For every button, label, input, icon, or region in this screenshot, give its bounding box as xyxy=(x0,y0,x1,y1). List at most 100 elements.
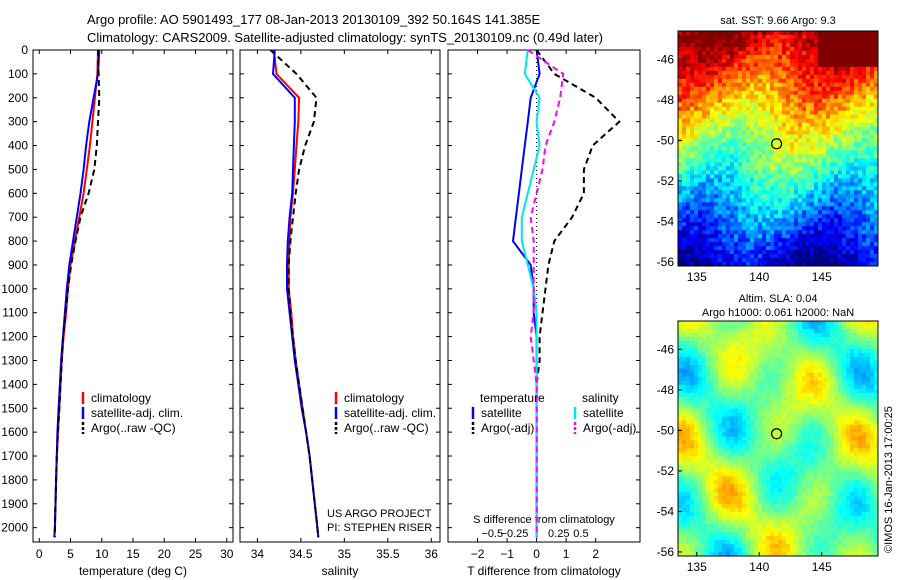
heatmap-cell xyxy=(730,130,735,135)
heatmap-cell xyxy=(738,524,743,529)
heatmap-cell xyxy=(830,246,835,251)
heatmap-cell xyxy=(790,504,795,509)
heatmap-cell xyxy=(850,206,855,211)
heatmap-cell xyxy=(734,520,739,525)
heatmap-cell xyxy=(826,210,831,215)
heatmap-cell xyxy=(750,110,755,116)
heatmap-cell xyxy=(754,420,759,425)
heatmap-cell xyxy=(790,512,795,517)
heatmap-cell xyxy=(730,138,735,143)
heatmap-cell xyxy=(766,548,771,553)
heatmap-cell xyxy=(774,504,779,509)
heatmap-cell xyxy=(694,468,699,473)
heatmap-cell xyxy=(734,544,739,549)
heatmap-cell xyxy=(738,480,743,485)
heatmap-cell xyxy=(682,46,687,52)
heatmap-cell xyxy=(678,448,683,453)
heatmap-cell xyxy=(702,464,707,469)
heatmap-cell xyxy=(842,146,847,151)
heatmap-cell xyxy=(738,238,743,243)
heatmap-cell xyxy=(786,162,791,167)
heatmap-cell xyxy=(722,360,727,366)
heatmap-cell xyxy=(810,74,815,80)
heatmap-cell xyxy=(766,31,771,36)
heatmap-cell xyxy=(778,444,783,449)
heatmap-cell xyxy=(798,38,803,44)
heatmap-cell xyxy=(782,170,787,175)
heatmap-cell xyxy=(774,234,779,239)
heatmap-cell xyxy=(678,134,683,139)
heatmap-cell xyxy=(746,182,751,187)
heatmap-cell xyxy=(714,154,719,159)
heatmap-cell xyxy=(770,376,775,382)
heatmap-cell xyxy=(862,210,867,215)
heatmap-cell xyxy=(754,130,759,135)
heatmap-cell xyxy=(714,214,719,219)
heatmap-cell xyxy=(706,472,711,477)
heatmap-cell xyxy=(734,528,739,533)
heatmap-cell xyxy=(690,234,695,239)
heatmap-cell xyxy=(770,98,775,104)
heatmap-cell xyxy=(766,198,771,203)
heatmap-cell xyxy=(762,110,767,116)
heatmap-cell xyxy=(774,138,779,143)
heatmap-cell xyxy=(794,404,799,410)
heatmap-cell xyxy=(846,162,851,167)
heatmap-cell xyxy=(866,222,871,227)
heatmap-cell xyxy=(758,242,763,247)
heatmap-cell xyxy=(678,536,683,541)
heatmap-cell xyxy=(738,412,743,417)
heatmap-cell xyxy=(842,166,847,171)
heatmap-cell xyxy=(690,468,695,473)
heatmap-cell xyxy=(734,214,739,219)
heatmap-cell xyxy=(722,31,727,36)
heatmap-cell xyxy=(742,504,747,509)
heatmap-cell xyxy=(830,186,835,191)
argo-location-marker xyxy=(770,138,783,150)
heatmap-cell xyxy=(702,396,707,402)
heatmap-cell xyxy=(690,432,695,437)
heatmap-cell xyxy=(734,452,739,457)
heatmap-cell xyxy=(754,174,759,179)
heatmap-cell xyxy=(734,162,739,167)
heatmap-cell xyxy=(786,150,791,155)
heatmap-cell xyxy=(710,488,715,493)
heatmap-cell xyxy=(846,150,851,155)
heatmap-cell xyxy=(774,448,779,453)
heatmap-cell xyxy=(778,540,783,545)
heatmap-cell xyxy=(738,182,743,187)
heatmap-cell xyxy=(782,154,787,159)
heatmap-cell xyxy=(838,94,843,100)
heatmap-cell xyxy=(866,182,871,187)
heatmap-cell xyxy=(754,548,759,553)
heatmap-cell xyxy=(766,194,771,199)
heatmap-cell xyxy=(746,376,751,382)
heatmap-cell xyxy=(690,540,695,545)
heatmap-cell xyxy=(682,388,687,394)
heatmap-cell xyxy=(858,174,863,179)
heatmap-cell xyxy=(702,476,707,481)
heatmap-cell xyxy=(874,142,879,147)
heatmap-cell xyxy=(698,524,703,529)
heatmap-cell xyxy=(766,408,771,414)
heatmap-cell xyxy=(798,94,803,100)
heatmap-cell xyxy=(734,352,739,358)
heatmap-cell xyxy=(866,90,871,96)
heatmap-cell xyxy=(734,238,739,243)
heatmap-cell xyxy=(778,348,783,354)
heatmap-cell xyxy=(754,348,759,354)
heatmap-cell xyxy=(742,332,747,338)
heatmap-cell xyxy=(874,162,879,167)
heatmap-cell xyxy=(686,190,691,195)
heatmap-cell xyxy=(854,34,859,40)
heatmap-cell xyxy=(754,468,759,473)
heatmap-cell xyxy=(726,74,731,80)
heatmap-cell xyxy=(726,464,731,469)
heatmap-cell xyxy=(830,31,835,36)
heatmap-cell xyxy=(862,254,867,259)
heatmap-cell xyxy=(782,364,787,370)
heatmap-cell xyxy=(810,218,815,223)
heatmap-cell xyxy=(854,134,859,139)
heatmap-cell xyxy=(706,500,711,505)
heatmap-cell xyxy=(726,202,731,207)
